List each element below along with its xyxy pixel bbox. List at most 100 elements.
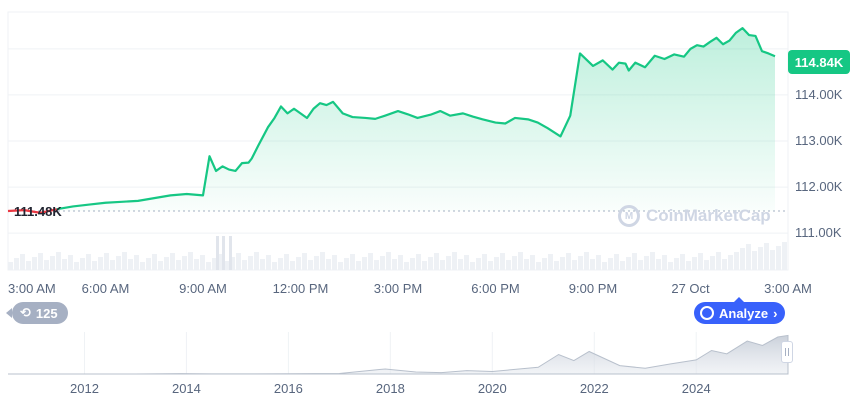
volume-bar <box>284 254 289 270</box>
volume-bar <box>452 252 457 270</box>
volume-bar <box>542 258 547 270</box>
navigator-tick-label: 2022 <box>580 381 609 396</box>
y-axis: 114.00K 113.00K 112.00K 111.00K <box>795 87 843 240</box>
volume-bar <box>440 260 445 270</box>
volume-bars <box>8 236 787 270</box>
volume-bar <box>644 256 649 270</box>
start-price-label: 111.48K <box>14 204 62 219</box>
drag-handle-icon[interactable] <box>781 341 793 363</box>
volume-bar <box>398 255 403 270</box>
volume-bar <box>314 256 319 270</box>
price-line-layer <box>7 27 776 214</box>
volume-bar <box>128 259 133 270</box>
range-navigator[interactable] <box>8 332 789 375</box>
volume-bar <box>116 256 121 270</box>
x-tick-label: 3:00 AM <box>764 281 812 296</box>
volume-bar <box>368 253 373 270</box>
cmc-logo-icon <box>700 306 714 320</box>
volume-bar <box>344 258 349 270</box>
volume-bar <box>710 256 715 270</box>
navigator-tick-label: 2018 <box>376 381 405 396</box>
volume-bar <box>728 255 733 270</box>
x-tick-label: 6:00 AM <box>82 281 130 296</box>
volume-bar <box>416 254 421 270</box>
volume-bar <box>512 256 517 270</box>
volume-bar <box>146 258 151 270</box>
history-count: 125 <box>35 305 58 321</box>
volume-bar <box>320 252 325 270</box>
y-tick-label: 114.00K <box>795 87 843 102</box>
volume-bar <box>428 257 433 270</box>
volume-bar <box>374 260 379 270</box>
history-badge[interactable]: ⟲ 125 <box>6 302 68 324</box>
volume-bar <box>458 259 463 270</box>
volume-bar <box>236 253 241 270</box>
analyze-label: Analyze <box>719 305 769 321</box>
volume-bar <box>216 236 219 270</box>
volume-bar <box>518 252 523 270</box>
volume-bar <box>776 246 781 270</box>
volume-bar <box>668 262 673 270</box>
volume-bar <box>242 260 247 270</box>
volume-bar <box>692 257 697 270</box>
watermark: M CoinMarketCap <box>618 205 771 227</box>
navigator-tick-label: 2020 <box>478 381 507 396</box>
volume-bar <box>350 254 355 270</box>
volume-bar <box>332 255 337 270</box>
volume-bar <box>638 260 643 270</box>
range-navigator-axis: 2012 2014 2016 2018 2020 2022 2024 <box>70 381 711 396</box>
volume-bar <box>266 255 271 270</box>
volume-bar <box>548 254 553 270</box>
volume-bar <box>188 252 193 270</box>
volume-bar <box>476 258 481 270</box>
navigator-tick-label: 2012 <box>70 381 99 396</box>
x-axis: 3:00 AM 6:00 AM 9:00 AM 12:00 PM 3:00 PM 6:00… <box>8 281 812 296</box>
volume-bar <box>470 262 475 270</box>
volume-bar <box>386 252 391 270</box>
volume-bar <box>554 261 559 270</box>
volume-bar <box>32 257 37 270</box>
volume-bar <box>62 259 67 270</box>
x-tick-label: 6:00 PM <box>471 281 519 296</box>
navigator-tick-label: 2024 <box>682 381 711 396</box>
volume-bar <box>326 259 331 270</box>
volume-bar <box>500 253 505 270</box>
volume-bar <box>782 242 787 270</box>
price-area-layer <box>8 28 775 213</box>
volume-bar <box>536 262 541 270</box>
volume-bar <box>92 261 97 270</box>
volume-bar <box>338 262 343 270</box>
x-tick-label: 3:00 AM <box>8 281 56 296</box>
current-price-badge: 114.84K <box>788 50 850 74</box>
analyze-button[interactable]: Analyze › <box>694 297 786 324</box>
volume-bar <box>356 261 361 270</box>
volume-bar <box>176 260 181 270</box>
x-tick-label: 9:00 AM <box>179 281 227 296</box>
watermark-text: CoinMarketCap <box>646 206 771 225</box>
volume-bar <box>140 262 145 270</box>
volume-bar <box>380 256 385 270</box>
volume-bar <box>224 261 229 270</box>
volume-bar <box>578 256 583 270</box>
volume-bar <box>410 258 415 270</box>
volume-bar <box>218 254 223 270</box>
volume-bar <box>308 260 313 270</box>
volume-bar <box>194 259 199 270</box>
x-tick-label: 27 Oct <box>671 281 710 296</box>
volume-bar <box>404 262 409 270</box>
x-tick-label: 12:00 PM <box>273 281 329 296</box>
volume-bar <box>488 261 493 270</box>
volume-bar <box>422 261 427 270</box>
volume-bar <box>212 258 217 270</box>
volume-bar <box>758 247 763 270</box>
volume-bar <box>222 236 225 270</box>
navigator-tick-label: 2016 <box>274 381 303 396</box>
volume-bar <box>704 260 709 270</box>
volume-bar <box>698 253 703 270</box>
price-line-down <box>7 208 57 214</box>
volume-bar <box>614 254 619 270</box>
volume-bar <box>182 256 187 270</box>
volume-bar <box>8 262 13 270</box>
